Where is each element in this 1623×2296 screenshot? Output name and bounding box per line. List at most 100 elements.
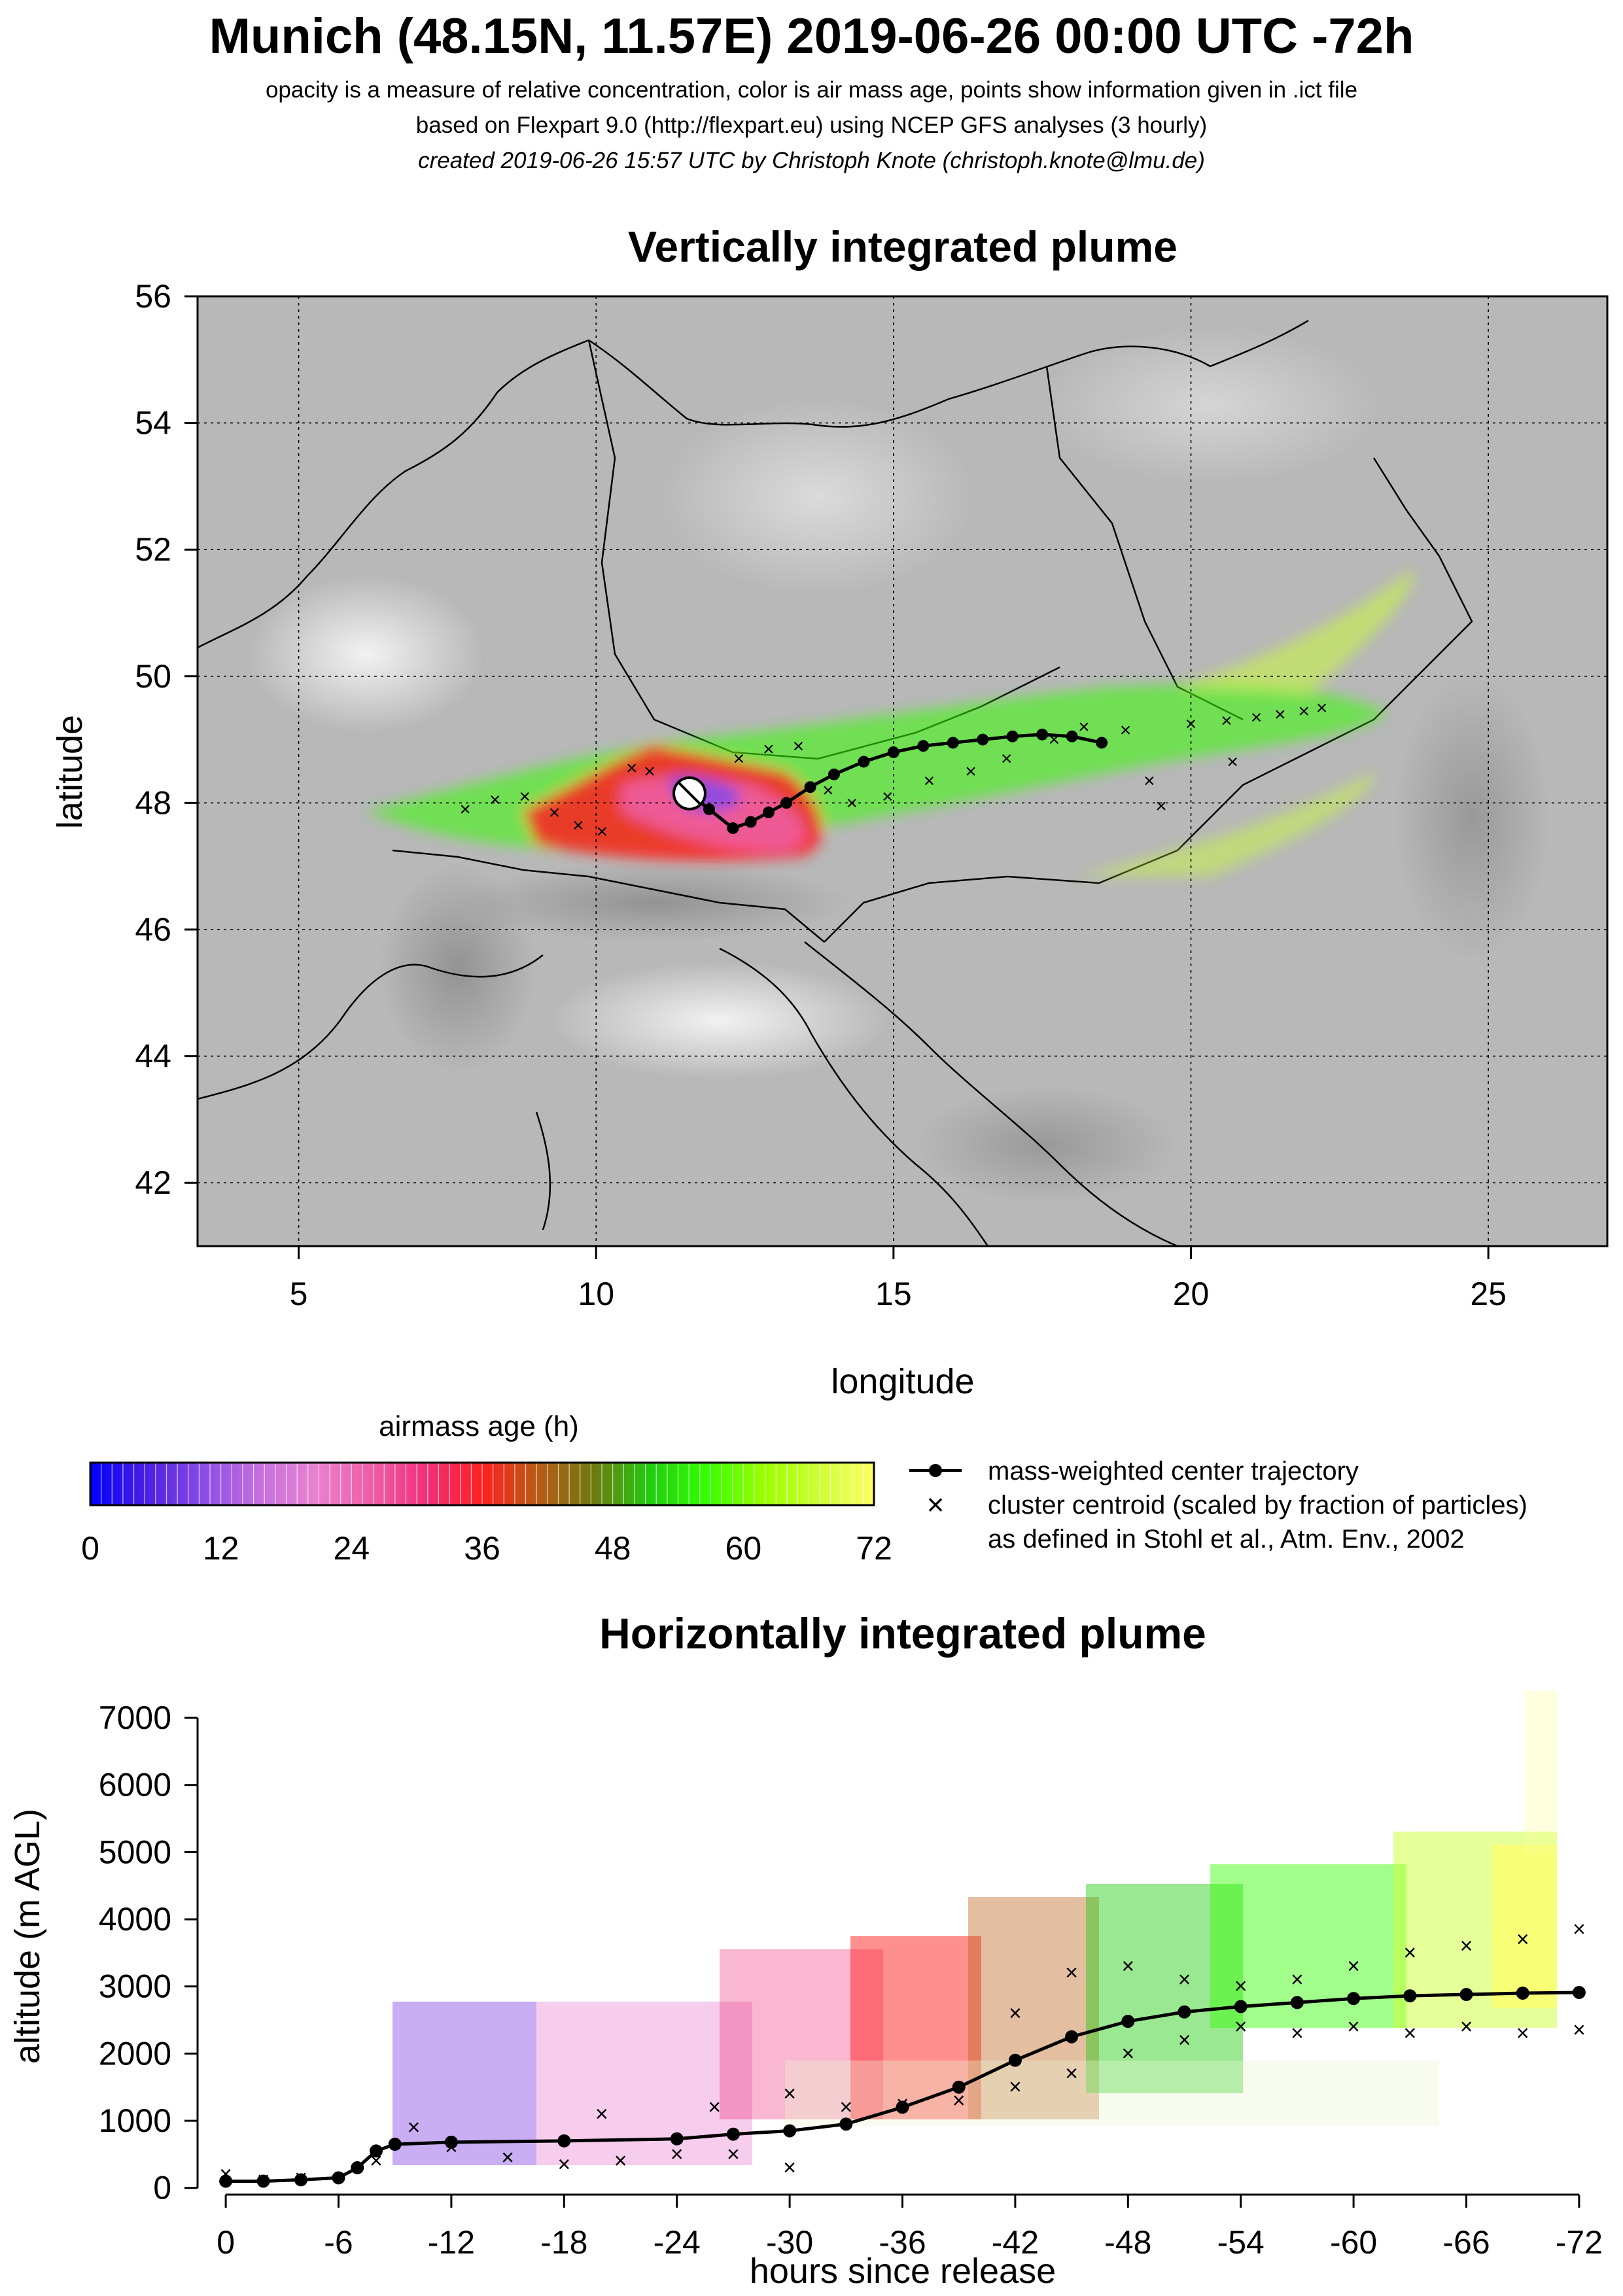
altitude-cluster-centroid: ×: [408, 2115, 421, 2140]
altitude-cluster-centroid: ×: [952, 2088, 966, 2113]
altitude-cluster-centroid: ×: [257, 2167, 270, 2192]
altitude-trajectory-point: [1347, 1992, 1361, 2006]
altitude-cluster-centroid: ×: [370, 2149, 383, 2174]
altitude-cluster-centroid: ×: [1234, 1974, 1248, 1999]
map-cluster-centroid: ×: [1274, 704, 1286, 725]
altitude-cluster-centroid: ×: [595, 2102, 608, 2127]
altitude-xtick-label: -72: [1556, 2224, 1603, 2261]
altitude-ytick-label: 2000: [99, 2035, 171, 2072]
colorbar: airmass age (h) 0 12 24 36 48 60 72: [81, 1410, 892, 1567]
altitude-trajectory-point: [256, 2174, 270, 2188]
legend-dot-symbol: [929, 1464, 942, 1477]
altitude-cluster-centroid: ×: [1573, 1917, 1586, 1941]
map-trajectory-point: [762, 806, 775, 818]
altitude-axes: 0 1000 2000 3000 4000 5000 6000 7000 0 -6 -12 -18 -2…: [99, 1699, 1603, 2261]
map-trajectory-point: [977, 733, 989, 746]
altitude-cluster-centroid: ×: [614, 2149, 627, 2174]
altitude-ylabel: altitude (m AGL): [8, 1809, 47, 2064]
altitude-trajectory-point: [952, 2080, 966, 2094]
altitude-cluster-centroid: ×: [445, 2135, 458, 2160]
map-cluster-centroid: ×: [733, 748, 745, 770]
map-cluster-centroid: ×: [1185, 713, 1197, 735]
altitude-cluster-centroid: ×: [1121, 2041, 1134, 2066]
altitude-panel: × × ×××× × × × × ××× × ×××××× × × × × × ××× ×× × ××× × × ×× ××…: [8, 1691, 1603, 2291]
map-cluster-centroid: ×: [1221, 710, 1232, 732]
altitude-cluster-centroid: ×: [1403, 2021, 1416, 2046]
altitude-trajectory-point: [557, 2134, 571, 2148]
map-cluster-centroid: ×: [1316, 697, 1328, 719]
legend-cross-symbol: ×: [927, 1487, 945, 1522]
map-xtick-label: 5: [290, 1276, 308, 1312]
map-cluster-centroid: ×: [572, 814, 584, 836]
map-axes: 5 10 15 20 25 42 44 46 48 50 52 54 56: [135, 278, 1507, 1312]
altitude-cluster-centroid: ×: [1516, 2021, 1529, 2046]
page-title: Munich (48.15N, 11.57E) 2019-06-26 00:00…: [209, 9, 1414, 64]
map-cluster-centroid: ×: [1120, 720, 1132, 741]
altitude-cluster-centroid: ×: [783, 2081, 796, 2106]
colorbar-cells: [90, 1463, 875, 1505]
colorbar-tick-label: 48: [595, 1530, 631, 1567]
map-grid: [198, 296, 1607, 1246]
subtitle-opacity: opacity is a measure of relative concent…: [265, 77, 1358, 103]
subtitle-credit: created 2019-06-26 15:57 UTC by Christop…: [418, 148, 1205, 173]
map-cluster-centroid: ×: [793, 735, 805, 757]
altitude-trajectory-point: [1459, 1988, 1473, 2002]
map-ytick-label: 56: [135, 278, 171, 315]
map-ytick-label: 52: [135, 531, 171, 568]
altitude-trajectory-point: [1121, 2015, 1135, 2028]
map-panel: × × × × × × × × × × × × × × × × × × × × × × × × × × × × × 5 10 15 20 25 4…: [50, 278, 1609, 1401]
altitude-cluster-centroid: ×: [1121, 1954, 1134, 1979]
map-trajectory-point: [947, 737, 959, 749]
altitude-trajectory-point: [388, 2138, 402, 2151]
map-cluster-centroid: ×: [1078, 716, 1090, 738]
legend-cross-label: cluster centroid (scaled by fraction of …: [988, 1491, 1527, 1520]
map-cluster-centroid: ×: [1049, 729, 1060, 751]
altitude-cluster-centroid: ×: [1178, 2028, 1191, 2053]
altitude-trajectory-point: [726, 2127, 740, 2141]
map-trajectory-point: [1006, 730, 1019, 742]
altitude-trajectory-point: [1008, 2053, 1022, 2067]
altitude-cluster-centroid: ×: [294, 2165, 307, 2190]
altitude-trajectory-point: [1290, 1996, 1304, 2009]
altitude-ytick-label: 6000: [99, 1767, 171, 1803]
map-trajectory-point: [780, 797, 793, 809]
map-ytick-label: 48: [135, 784, 171, 821]
map-frame: [196, 295, 1609, 1247]
altitude-xtick-label: -36: [879, 2224, 926, 2261]
altitude-cluster-centroid: ×: [1460, 1934, 1473, 1958]
map-cluster-centroid: ×: [763, 739, 775, 760]
map-trajectory-point: [1096, 737, 1108, 749]
colorbar-tick-label: 60: [725, 1530, 762, 1567]
colorbar-ticks: 0 12 24 36 48 60 72: [81, 1530, 892, 1567]
altitude-trajectory-point: [896, 2100, 909, 2114]
subtitle-model: based on Flexpart 9.0 (http://flexpart.e…: [415, 113, 1208, 138]
altitude-trajectory-point: [332, 2171, 345, 2185]
altitude-xtick-label: -48: [1104, 2224, 1151, 2261]
map-cluster-centroid: ×: [965, 761, 977, 782]
map-trajectory-point: [917, 740, 930, 752]
map-trajectory-point: [1036, 728, 1049, 740]
map-xtick-label: 15: [875, 1276, 912, 1312]
altitude-cluster-centroid: ×: [557, 2152, 570, 2177]
legend: mass-weighted center trajectory × cluste…: [909, 1457, 1527, 1554]
altitude-cluster-centroid: ×: [1347, 2014, 1360, 2039]
map-texture: [249, 327, 1550, 1204]
map-xtick-label: 20: [1173, 1276, 1210, 1312]
altitude-cluster-centroid: ×: [1009, 2075, 1022, 2100]
altitude-xtick-label: -60: [1330, 2224, 1377, 2261]
altitude-cluster-centroid: ×: [1065, 1960, 1078, 1985]
map-trajectory-point: [828, 768, 840, 780]
altitude-trajectory-point: [1516, 1987, 1529, 2000]
map-cluster-centroid: ×: [549, 802, 561, 824]
altitude-ytick-label: 7000: [99, 1699, 171, 1736]
map-ytick-label: 54: [135, 405, 171, 442]
altitude-cluster-centroid: ×: [1065, 2061, 1078, 2086]
legend-line-label: mass-weighted center trajectory: [988, 1457, 1359, 1486]
map-trajectory-point: [887, 746, 899, 758]
map-ytick-label: 50: [135, 658, 171, 695]
map-cluster-centroid: ×: [882, 786, 894, 808]
altitude-cluster-centroid: ×: [727, 2142, 740, 2166]
altitude-xtick-label: 0: [217, 2224, 235, 2261]
altitude-xtick-label: -18: [540, 2224, 587, 2261]
